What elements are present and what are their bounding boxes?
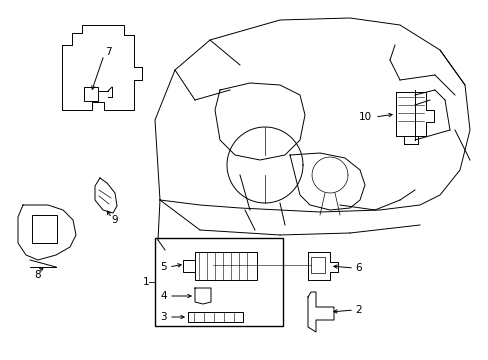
Text: 8: 8 xyxy=(35,270,41,280)
Bar xyxy=(84,87,98,101)
Bar xyxy=(155,238,283,326)
Text: 6: 6 xyxy=(354,263,361,273)
Bar xyxy=(187,312,243,322)
Text: 1: 1 xyxy=(142,277,149,287)
Text: 3: 3 xyxy=(160,312,167,322)
Text: 10: 10 xyxy=(358,112,371,122)
Text: 5: 5 xyxy=(160,262,167,272)
Text: 4: 4 xyxy=(160,291,167,301)
Bar xyxy=(195,252,257,280)
Bar xyxy=(183,260,195,272)
Text: 7: 7 xyxy=(105,47,111,57)
Text: 9: 9 xyxy=(111,215,118,225)
Text: 2: 2 xyxy=(354,305,361,315)
Bar xyxy=(310,257,325,273)
Bar xyxy=(32,215,57,243)
